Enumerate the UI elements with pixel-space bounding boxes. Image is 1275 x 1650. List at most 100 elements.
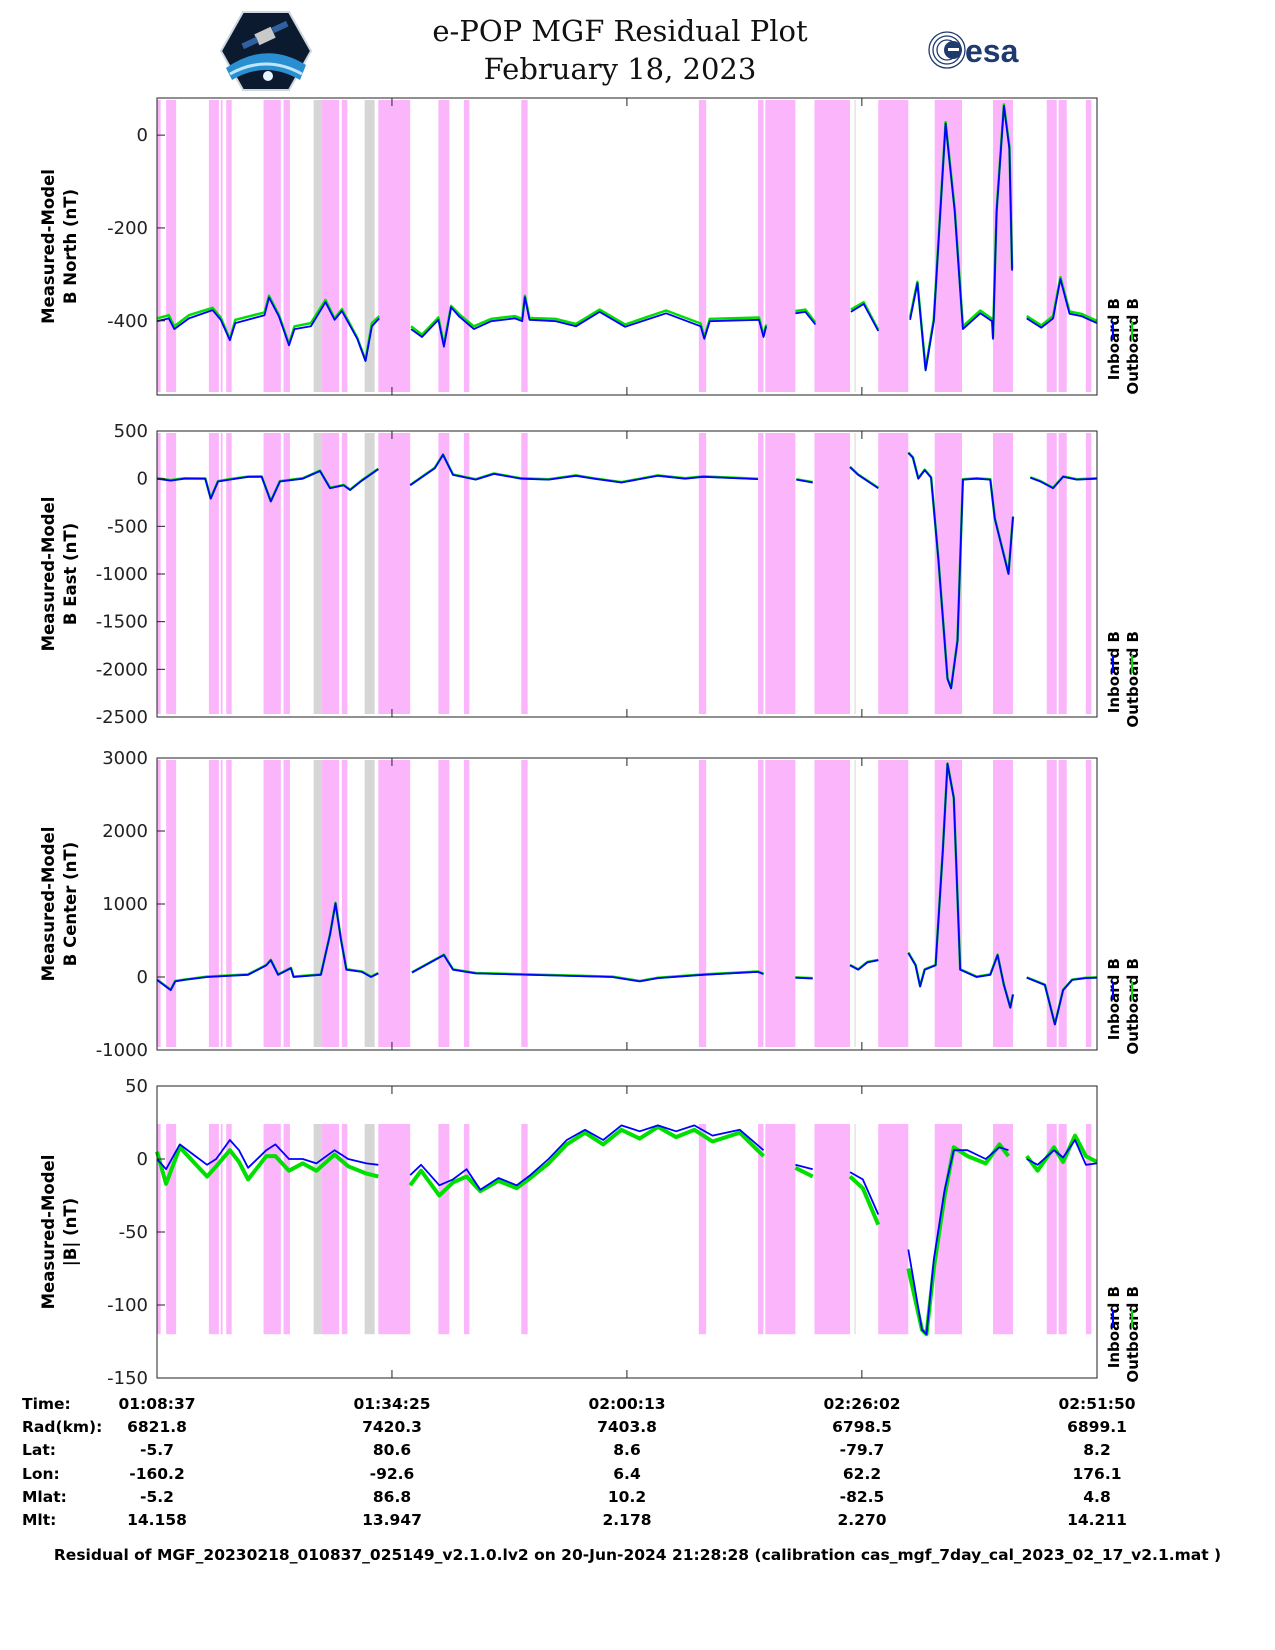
- magenta-band: [166, 100, 177, 392]
- magenta-band: [765, 1123, 796, 1335]
- magenta-band: [521, 1123, 528, 1335]
- footer-caption: Residual of MGF_20230218_010837_025149_v…: [53, 1546, 1222, 1564]
- magenta-band: [1058, 433, 1067, 714]
- table-cell: 8.2: [1083, 1441, 1111, 1459]
- magenta-band: [463, 433, 470, 714]
- legend-label: Outboard B: [1124, 298, 1142, 395]
- magenta-band: [1046, 1123, 1057, 1335]
- y-axis-label: Measured-Model: [39, 169, 58, 324]
- table-cell: 01:08:37: [118, 1395, 196, 1413]
- table-cell: 2.270: [837, 1511, 887, 1529]
- gray-band: [313, 433, 322, 714]
- y-tick-label: -2500: [96, 707, 148, 728]
- magenta-band: [220, 760, 223, 1047]
- panel-4: 50 0 -50 -100 -150 Measured-Model |B| (nT) Inbo…: [39, 1076, 1142, 1389]
- magenta-band: [765, 100, 796, 392]
- magenta-band: [1058, 1123, 1067, 1335]
- inboard-series-line: [156, 105, 1098, 372]
- y-axis-label: Measured-Model: [39, 497, 58, 652]
- magenta-band: [220, 1123, 223, 1335]
- magenta-band: [758, 100, 764, 392]
- legend: Inboard B Outboard B: [1105, 631, 1142, 728]
- table-row-label: Mlt:: [22, 1511, 57, 1529]
- table-cell: 14.211: [1067, 1511, 1127, 1529]
- magenta-band: [1085, 100, 1092, 392]
- table-cell: 01:34:25: [353, 1395, 431, 1413]
- magenta-band: [321, 1123, 340, 1335]
- gray-band: [364, 1123, 375, 1335]
- magenta-band: [1085, 433, 1092, 714]
- magenta-band: [220, 100, 223, 392]
- table-cell: 62.2: [842, 1465, 882, 1483]
- magenta-band: [220, 433, 223, 714]
- legend-label: Outboard B: [1124, 1286, 1142, 1383]
- magenta-band: [765, 433, 796, 714]
- y-tick-label: 50: [125, 1076, 148, 1097]
- magenta-band: [438, 433, 450, 714]
- table-row-label: Mlat:: [22, 1488, 67, 1506]
- magenta-band: [758, 433, 764, 714]
- gray-band: [854, 760, 856, 1047]
- chart-title: e-POP MGF Residual Plot February 18, 202…: [370, 12, 870, 88]
- magenta-band: [878, 100, 909, 392]
- y-axis-label: B North (nT): [61, 189, 80, 304]
- panel-2: 500 0 -500 -1000 -1500 -2000 -2500 Measured-Mod…: [39, 421, 1142, 728]
- y-tick-label: -1000: [96, 1040, 148, 1061]
- magenta-band: [521, 760, 528, 1047]
- magenta-band: [263, 100, 281, 392]
- magenta-band: [263, 760, 281, 1047]
- y-axis-label: Measured-Model: [39, 1155, 58, 1310]
- magenta-band: [878, 433, 909, 714]
- y-tick-label: -1000: [96, 564, 148, 585]
- magenta-band: [208, 1123, 219, 1335]
- table-row-label: Time:: [22, 1395, 71, 1413]
- magenta-band: [1058, 100, 1067, 392]
- magenta-band: [283, 433, 290, 714]
- esa-logo: esa: [928, 31, 1019, 69]
- cassiope-logo: [220, 11, 312, 91]
- magenta-band: [341, 100, 348, 392]
- y-axis-label: B Center (nT): [61, 842, 80, 966]
- magenta-band: [1085, 1123, 1092, 1335]
- table-cell: 86.8: [372, 1488, 412, 1506]
- magenta-band: [283, 100, 290, 392]
- table-row-label: Lon:: [22, 1465, 60, 1483]
- y-tick-label: -500: [107, 516, 148, 537]
- table-cell: 13.947: [362, 1511, 422, 1529]
- magenta-band: [1085, 760, 1092, 1047]
- magenta-band: [698, 433, 707, 714]
- magenta-band: [321, 100, 340, 392]
- magenta-band: [166, 433, 177, 714]
- outboard-series-line: [155, 1124, 1098, 1337]
- y-tick-label: -2000: [96, 659, 148, 680]
- magenta-band: [993, 1123, 1014, 1335]
- table-cell: 02:51:50: [1058, 1395, 1136, 1413]
- magenta-band: [993, 433, 1014, 714]
- magenta-band: [698, 100, 707, 392]
- magenta-band: [765, 760, 796, 1047]
- magenta-band: [283, 1123, 290, 1335]
- gray-band: [854, 1123, 856, 1335]
- table-row-label: Rad(km):: [22, 1418, 103, 1436]
- magenta-band: [463, 1123, 470, 1335]
- gray-band: [854, 100, 856, 392]
- magenta-band: [166, 1123, 177, 1335]
- magenta-band: [208, 760, 219, 1047]
- y-tick-label: 0: [137, 967, 148, 988]
- legend: Inboard B Outboard B: [1105, 958, 1142, 1055]
- y-tick-label: -400: [107, 311, 148, 332]
- legend: Inboard B Outboard B: [1105, 298, 1142, 395]
- gray-band: [364, 100, 375, 392]
- magenta-band: [378, 1123, 411, 1335]
- table-cell: -5.2: [140, 1488, 174, 1506]
- magenta-band: [321, 433, 340, 714]
- legend-label: Outboard B: [1124, 958, 1142, 1055]
- magenta-band: [341, 1123, 348, 1335]
- y-axis-label: B East (nT): [61, 523, 80, 625]
- y-tick-label: -200: [107, 218, 148, 239]
- inboard-series-line: [156, 1124, 1097, 1336]
- magenta-band: [283, 760, 290, 1047]
- y-tick-label: 0: [137, 469, 148, 490]
- magenta-band: [438, 1123, 450, 1335]
